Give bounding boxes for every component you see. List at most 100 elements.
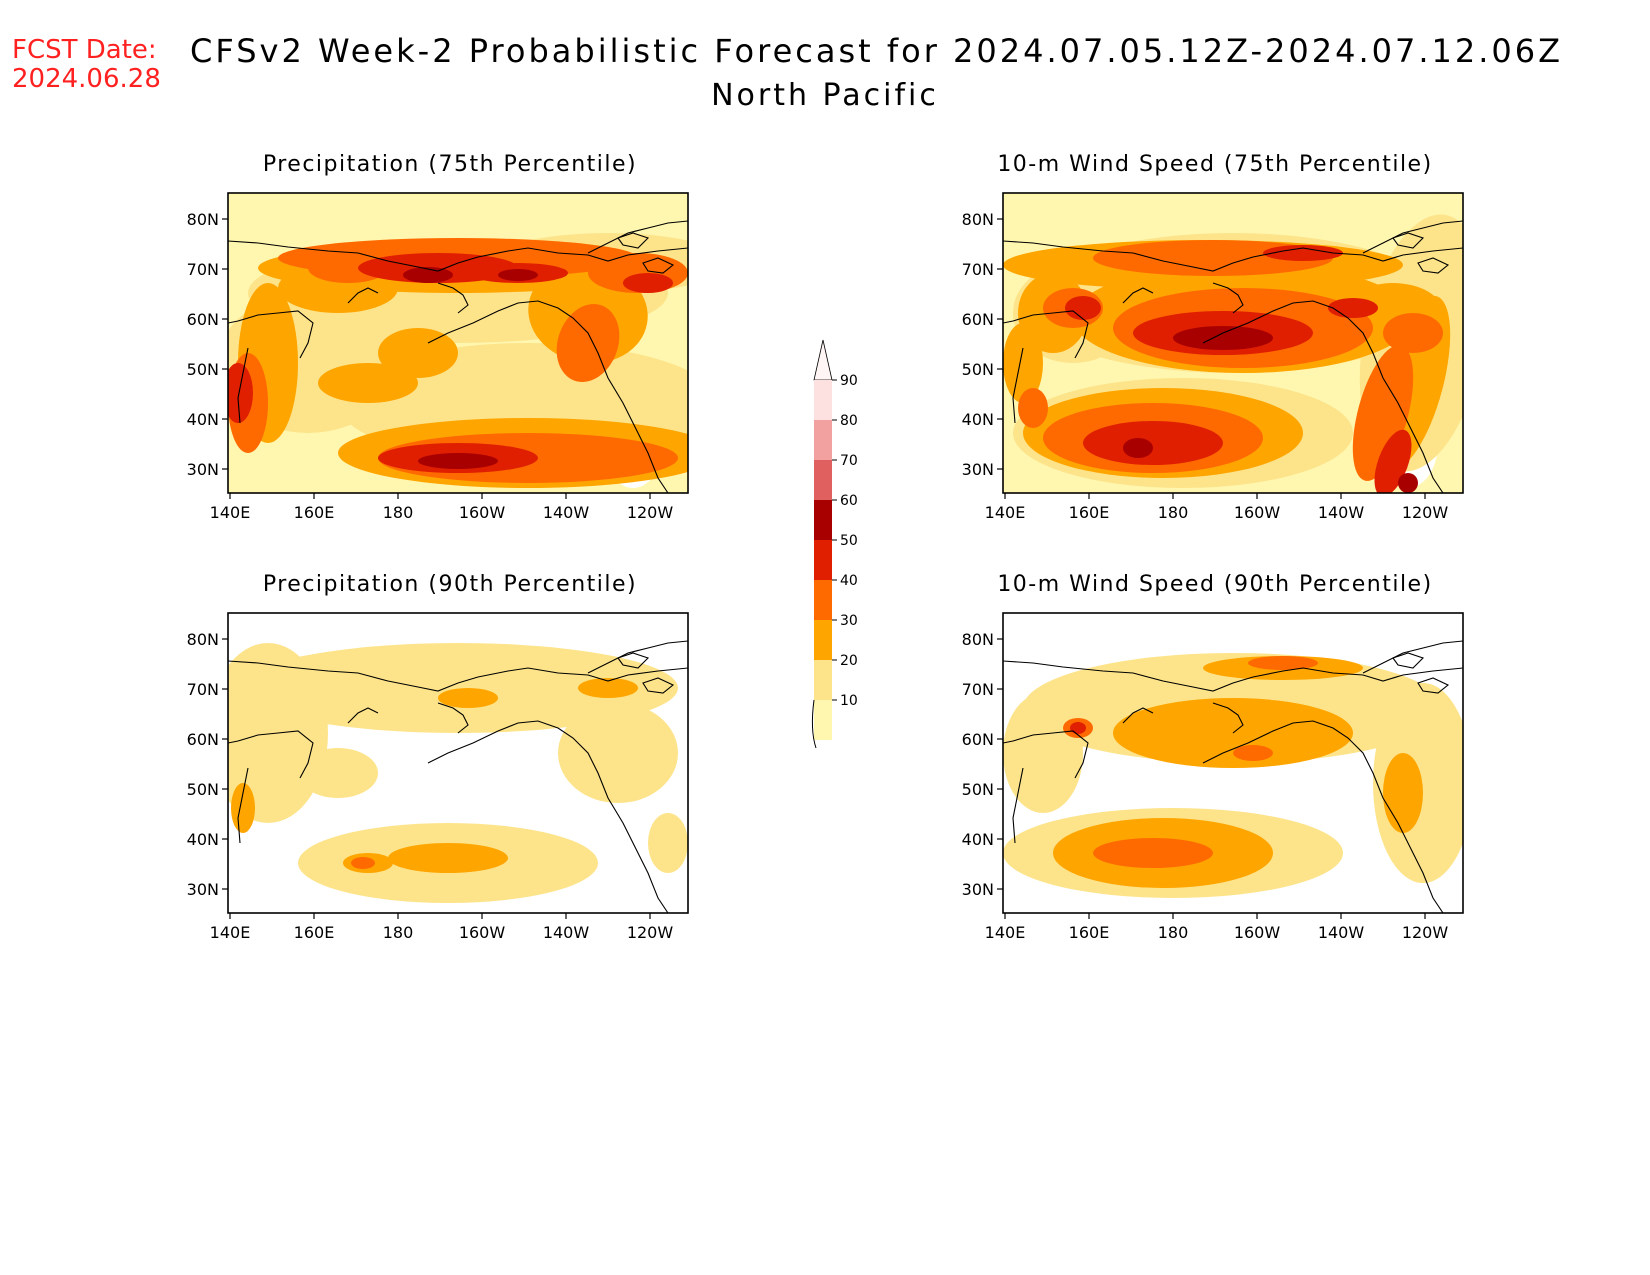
lon-label: 140W: [543, 503, 590, 522]
lat-label: 80N: [187, 630, 219, 649]
lat-label: 60N: [187, 730, 219, 749]
colorbar-label: 60: [840, 493, 858, 509]
colorbar-swatch: [814, 500, 832, 540]
colorbar: 90 80 70 60 50 40 30 20 10: [800, 330, 880, 754]
wind-90-map: 80N 70N 60N 50N 40N 30N 140E 160E 180 160W 140W 120…: [935, 605, 1473, 949]
coastline: [642, 257, 675, 274]
coastline: [1202, 300, 1444, 493]
colorbar-swatch: [814, 380, 832, 420]
wind-75-map: 80N 70N 60N 50N 40N 30N 140E 160E 180 160W 140W 120…: [935, 185, 1473, 529]
lon-label: 140W: [1318, 503, 1365, 522]
contour-level-40: [1093, 838, 1213, 868]
colorbar-extend-top: [813, 339, 833, 381]
coastline: [1202, 720, 1444, 913]
panel-title-precip-90: Precipitation (90th Percentile): [262, 572, 638, 597]
coastline: [1122, 287, 1154, 304]
coastline: [427, 720, 669, 913]
lon-label: 160W: [459, 923, 506, 942]
contour-level-30: [1383, 753, 1423, 833]
lon-label: 120W: [1402, 923, 1449, 942]
lat-label: 40N: [962, 830, 994, 849]
coastline: [1003, 660, 1463, 692]
contour-level-30: [438, 688, 498, 708]
contour-level-20: [298, 748, 378, 798]
contour-level-30: [231, 783, 255, 833]
coastline: [617, 232, 650, 249]
colorbar-label: 80: [840, 413, 858, 429]
contour-level-40: [308, 253, 388, 283]
contour-level-50: [1070, 722, 1086, 734]
contour-level-30: [378, 328, 458, 378]
colorbar-swatch: [814, 700, 832, 740]
coastline: [1003, 240, 1463, 272]
contour-level-60: [1398, 473, 1418, 493]
coastline: [1012, 347, 1024, 424]
contour-level-50: [1374, 429, 1412, 493]
coastline: [617, 652, 650, 669]
coastline: [347, 287, 379, 304]
coastline: [642, 677, 675, 694]
lat-label: 70N: [187, 260, 219, 279]
map-frame: [1002, 192, 1464, 494]
lon-label: 160E: [1069, 923, 1110, 942]
colorbar-swatch: [814, 540, 832, 580]
contour-level-60: [403, 267, 453, 283]
wind90-svg: 80N 70N 60N 50N 40N 30N 140E 160E 180 160W 140W 120…: [962, 612, 1464, 942]
colorbar-extend-bottom: [811, 699, 817, 749]
coastline: [1003, 310, 1089, 359]
coastline: [437, 282, 469, 314]
map-frame: [227, 612, 689, 914]
lon-label: 140E: [210, 923, 251, 942]
colorbar-label: 50: [840, 533, 858, 549]
lat-label: 70N: [187, 680, 219, 699]
coastline: [1003, 730, 1089, 779]
panel-title-wind-75: 10-m Wind Speed (75th Percentile): [997, 152, 1433, 177]
contour-level-60: [1123, 438, 1153, 458]
contour-level-50: [228, 363, 253, 423]
coastline: [237, 347, 249, 424]
contour-level-40: [556, 304, 620, 382]
colorbar-label: 40: [840, 573, 858, 589]
map-frame: [227, 192, 689, 494]
coastline: [228, 310, 314, 359]
lon-label: 140E: [985, 503, 1026, 522]
precip-75-map: 80N 70N 60N 50N 40N 30N 140E 160E 180 160W 140W 120…: [160, 185, 698, 529]
lon-label: 180: [1158, 923, 1189, 942]
colorbar-label: 90: [840, 373, 858, 389]
coastline: [427, 300, 669, 493]
contour-level-50: [1328, 298, 1378, 318]
coastline: [347, 707, 379, 724]
contour-level-30: [388, 843, 508, 873]
colorbar-svg: 90 80 70 60 50 40 30 20 10: [811, 339, 858, 749]
lon-label: 160W: [1234, 923, 1281, 942]
colorbar-swatch: [814, 660, 832, 700]
map-frame: [1002, 612, 1464, 914]
wind75-svg: 80N 70N 60N 50N 40N 30N 140E 160E 180 160W 140W 120…: [962, 192, 1464, 522]
contour-level-30: [1003, 323, 1043, 403]
coastline: [1392, 652, 1425, 669]
lon-label: 140W: [543, 923, 590, 942]
colorbar-label: 10: [840, 693, 858, 709]
colorbar-swatch: [814, 420, 832, 460]
coastline: [1417, 257, 1450, 274]
colorbar-swatch: [814, 620, 832, 660]
contour-level-20: [228, 643, 328, 823]
contour-level-20: [1003, 693, 1083, 813]
lat-label: 50N: [187, 780, 219, 799]
lat-label: 40N: [187, 410, 219, 429]
lat-label: 30N: [187, 460, 219, 479]
coastline: [587, 220, 688, 254]
lat-label: 80N: [187, 210, 219, 229]
contour-level-30: [318, 363, 418, 403]
lon-label: 140E: [985, 923, 1026, 942]
contour-level-50: [1263, 245, 1343, 261]
lon-label: 160W: [459, 503, 506, 522]
coastline: [437, 702, 469, 734]
coastline: [228, 240, 688, 272]
contour-level-40: [1233, 745, 1273, 761]
coastline: [1122, 707, 1154, 724]
contour-level-40: [1352, 345, 1414, 481]
lat-label: 30N: [962, 460, 994, 479]
lon-label: 140E: [210, 503, 251, 522]
lon-label: 160E: [1069, 503, 1110, 522]
